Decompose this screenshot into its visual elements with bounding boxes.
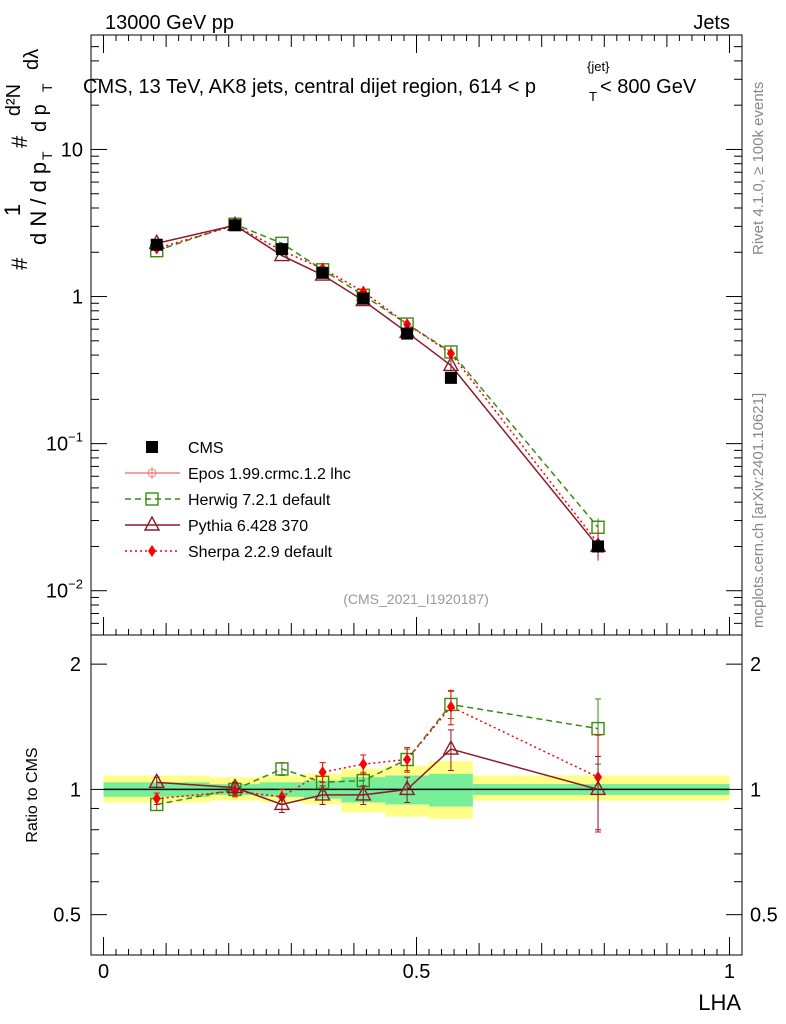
ylabel-subT2: T — [39, 83, 55, 92]
main-point-pythia — [442, 355, 460, 372]
ratio-point-pythia — [273, 795, 291, 811]
main-point-cms — [357, 292, 370, 305]
x-tick-label: 0 — [98, 961, 109, 983]
legend-cms-label: CMS — [188, 440, 224, 457]
main-line-herwig — [156, 223, 599, 528]
main-point-cms — [150, 238, 163, 251]
ylabel-frac1-num: 1 — [0, 204, 25, 216]
ylabel-frac2-num: d²N — [3, 84, 25, 116]
main-title-text: CMS, 13 TeV, AK8 jets, central dijet reg… — [83, 76, 536, 98]
ratio-ytick-label-right: 0.5 — [750, 905, 778, 927]
main-ytick-label: 10−2 — [46, 577, 83, 603]
ratio-point-herwig — [591, 721, 605, 736]
ratio-ytick-label-left: 1 — [70, 779, 81, 801]
main-point-cms — [444, 371, 457, 384]
legend-pythia-label: Pythia 6.428 370 — [188, 518, 308, 535]
main-point-sherpa — [446, 347, 455, 360]
legend-epos-label: Epos 1.99.crmc.1.2 lhc — [188, 466, 351, 483]
main-ytick-label: 10−1 — [46, 430, 83, 456]
main-point-cms — [401, 327, 414, 340]
ylabel-frac2-den: d p — [29, 104, 51, 132]
main-title-end: < 800 GeV — [600, 76, 697, 98]
svg-text:CMS, 13 TeV, AK8 jets, central: CMS, 13 TeV, AK8 jets, central dijet reg… — [83, 76, 536, 98]
ratio-line-herwig — [156, 703, 599, 806]
ylabel-dlambda: dλ — [21, 49, 43, 70]
ratio-point-sherpa — [403, 753, 412, 766]
main-ytick-label: 10 — [61, 139, 83, 161]
ratio-ytick-label-left: 2 — [70, 654, 81, 676]
ratio-point-herwig — [275, 762, 289, 776]
legend-cms-marker — [146, 441, 158, 453]
ylabel-subT1: T — [39, 151, 55, 160]
legend-herwig-label: Herwig 7.2.1 default — [188, 492, 331, 509]
ylabel-hash1: # — [7, 257, 32, 270]
ratio-point-pythia — [398, 779, 416, 796]
ratio-point-pythia — [226, 778, 244, 794]
legend-herwig-marker — [145, 492, 159, 506]
ratio-line-sherpa — [156, 705, 599, 800]
ratio-point-sherpa — [359, 758, 368, 771]
main-point-cms — [592, 540, 605, 553]
x-tick-label: 0.5 — [403, 961, 431, 983]
main-title-sup: {jet} — [587, 59, 610, 74]
main-point-cms — [228, 219, 241, 232]
legend-sherpa-label: Sherpa 2.2.9 default — [188, 544, 333, 561]
main-title: CMS, 13 TeV, AK8 jets, central dijet reg… — [83, 59, 697, 104]
ratio-point-pythia — [148, 772, 165, 789]
main-line-pythia — [156, 224, 599, 547]
main-ylabel: # 1 d N / d p T # d²N d p T dλ — [0, 49, 55, 270]
header-right: Jets — [693, 12, 730, 34]
ratio-ylabel: Ratio to CMS — [24, 747, 41, 842]
legend-pythia-marker — [143, 515, 161, 531]
ratio-point-sherpa — [446, 700, 455, 713]
ratio-ytick-label-left: 0.5 — [53, 905, 81, 927]
watermark: (CMS_2021_I1920187) — [343, 591, 489, 607]
x-axis-label: LHA — [698, 990, 741, 1015]
ratio-point-pythia — [314, 785, 331, 801]
main-point-cms — [275, 243, 288, 256]
main-point-cms — [316, 266, 329, 279]
main-title-sub: T — [589, 89, 597, 104]
ratio-ytick-label-right: 1 — [750, 779, 761, 801]
ratio-line-pythia — [156, 748, 599, 806]
ratio-ytick-label-right: 2 — [750, 654, 761, 676]
main-ytick-label: 1 — [72, 287, 83, 309]
legend-sherpa-marker — [148, 545, 156, 557]
rivet-label: Rivet 4.1.0, ≥ 100k events — [750, 82, 767, 255]
mcplots-label: mcplots.cern.ch [arXiv:2401.10621] — [750, 393, 767, 628]
ylabel-frac1-den: d N / d p — [26, 162, 51, 245]
ratio-point-pythia — [442, 739, 460, 755]
ylabel-hash2: # — [7, 135, 32, 148]
ratio-point-pythia — [589, 779, 607, 796]
ratio-point-sherpa — [318, 766, 327, 779]
legend: CMS Epos 1.99.crmc.1.2 lhc Herwig 7.2.1 de… — [125, 440, 351, 561]
ratio-point-sherpa — [152, 792, 161, 805]
x-tick-label: 1 — [724, 961, 735, 983]
header-left: 13000 GeV pp — [105, 12, 234, 34]
ratio-point-pythia — [355, 785, 372, 801]
